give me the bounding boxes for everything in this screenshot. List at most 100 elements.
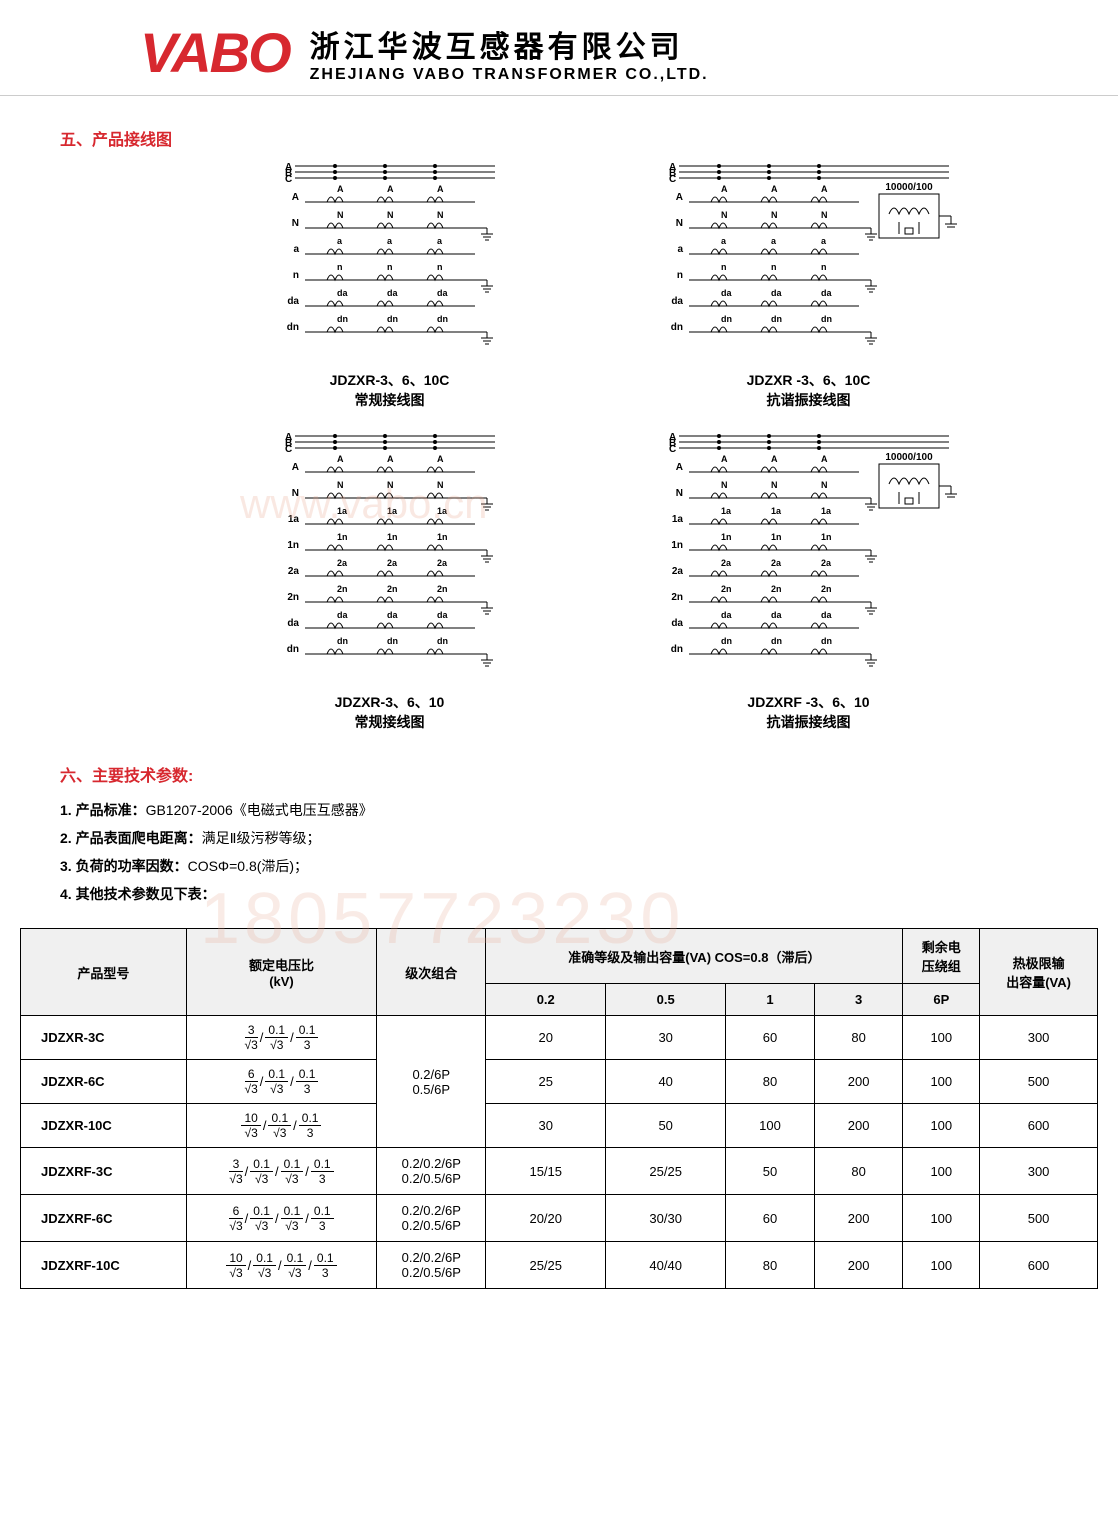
cell-val: 80	[726, 1060, 815, 1104]
cell-model: JDZXRF-3C	[21, 1148, 187, 1195]
cell-val: 600	[980, 1104, 1098, 1148]
svg-text:dn: dn	[821, 636, 832, 646]
svg-text:da: da	[671, 618, 683, 629]
svg-text:da: da	[437, 288, 448, 298]
svg-text:da: da	[721, 610, 732, 620]
section5-title: 五、产品接线图	[60, 126, 1118, 150]
svg-text:N: N	[291, 488, 298, 499]
svg-text:1n: 1n	[821, 532, 832, 542]
svg-text:N: N	[437, 210, 444, 220]
svg-text:n: n	[771, 262, 777, 272]
spec-note: 1. 产品标准：GB1207-2006《电磁式电压互感器》	[60, 796, 1058, 824]
cell-val: 40	[606, 1060, 726, 1104]
cell-val: 30	[486, 1104, 606, 1148]
svg-text:n: n	[337, 262, 343, 272]
cell-val: 20/20	[486, 1195, 606, 1242]
th-residual: 剩余电压绕组	[903, 929, 980, 984]
svg-text:dn: dn	[771, 314, 782, 324]
wiring-diagram-svg: ABCAAAANNNNaaaannnndadadadadndndndn	[275, 160, 505, 360]
cell-ratio: 10√3/0.1√3/0.1√3/0.13	[186, 1242, 377, 1289]
svg-text:2n: 2n	[821, 584, 832, 594]
th-acc-sub: 1	[726, 984, 815, 1016]
svg-text:N: N	[771, 210, 778, 220]
svg-text:n: n	[676, 270, 682, 281]
section6-title: 六、主要技术参数:	[60, 762, 1118, 786]
svg-text:n: n	[821, 262, 827, 272]
svg-text:A: A	[387, 454, 394, 464]
svg-text:2a: 2a	[287, 566, 299, 577]
cell-model: JDZXR-6C	[21, 1060, 187, 1104]
cell-val: 100	[726, 1104, 815, 1148]
svg-text:da: da	[771, 288, 782, 298]
svg-text:1a: 1a	[337, 506, 348, 516]
svg-text:da: da	[671, 296, 683, 307]
diagram-d4: ABCAAAANNNN1a1a1a1a1n1n1n1n2a2a2a2a2n2n2…	[619, 430, 998, 732]
svg-text:1a: 1a	[287, 514, 299, 525]
svg-text:N: N	[771, 480, 778, 490]
svg-text:n: n	[437, 262, 443, 272]
th-accuracy-group: 准确等级及输出容量(VA) COS=0.8（滞后）	[486, 929, 903, 984]
svg-text:N: N	[821, 210, 828, 220]
svg-text:A: A	[387, 184, 394, 194]
svg-text:1n: 1n	[437, 532, 448, 542]
svg-text:N: N	[291, 218, 298, 229]
svg-text:dn: dn	[337, 314, 348, 324]
th-thermal: 热极限输出容量(VA)	[980, 929, 1098, 1016]
cell-model: JDZXRF-6C	[21, 1195, 187, 1242]
cell-model: JDZXRF-10C	[21, 1242, 187, 1289]
company-name-en: ZHEJIANG VABO TRANSFORMER CO.,LTD.	[310, 66, 709, 84]
svg-text:da: da	[287, 296, 299, 307]
spec-note: 3. 负荷的功率因数：COSΦ=0.8(滞后)；	[60, 852, 1058, 880]
svg-text:1a: 1a	[387, 506, 398, 516]
cell-ratio: 3√3/0.1√3/0.1√3/0.13	[186, 1148, 377, 1195]
svg-text:2a: 2a	[437, 558, 448, 568]
cell-val: 100	[903, 1016, 980, 1060]
company-name-cn: 浙江华波互感器有限公司	[310, 22, 709, 66]
cell-val: 500	[980, 1195, 1098, 1242]
cell-val: 500	[980, 1060, 1098, 1104]
wiring-diagram-svg: ABCAAAANNNN1a1a1a1a1n1n1n1n2a2a2a2a2n2n2…	[275, 430, 505, 682]
svg-text:A: A	[771, 454, 778, 464]
svg-text:dn: dn	[670, 644, 682, 655]
cell-val: 600	[980, 1242, 1098, 1289]
cell-val: 300	[980, 1148, 1098, 1195]
svg-text:dn: dn	[286, 322, 298, 333]
cell-val: 50	[606, 1104, 726, 1148]
svg-text:a: a	[821, 236, 827, 246]
cell-val: 15/15	[486, 1148, 606, 1195]
cell-val: 25/25	[606, 1148, 726, 1195]
svg-text:dn: dn	[670, 322, 682, 333]
cell-val: 100	[903, 1148, 980, 1195]
cell-val: 300	[980, 1016, 1098, 1060]
table-wrap: 18057723230 产品型号 额定电压比(kV) 级次组合 准确等级及输出容…	[0, 928, 1118, 1289]
th-model: 产品型号	[21, 929, 187, 1016]
svg-text:A: A	[291, 192, 298, 203]
svg-text:10000/100: 10000/100	[885, 452, 933, 463]
svg-text:A: A	[437, 184, 444, 194]
svg-text:N: N	[675, 218, 682, 229]
svg-text:dn: dn	[387, 636, 398, 646]
svg-text:A: A	[821, 184, 828, 194]
svg-text:n: n	[387, 262, 393, 272]
cell-val: 60	[726, 1195, 815, 1242]
cell-val: 40/40	[606, 1242, 726, 1289]
svg-text:2n: 2n	[671, 592, 683, 603]
svg-text:N: N	[721, 210, 728, 220]
svg-text:n: n	[292, 270, 298, 281]
spec-note: 2. 产品表面爬电距离：满足Ⅱ级污秽等级；	[60, 824, 1058, 852]
company-block: 浙江华波互感器有限公司 ZHEJIANG VABO TRANSFORMER CO…	[290, 22, 709, 84]
cell-val: 60	[726, 1016, 815, 1060]
svg-text:A: A	[675, 192, 682, 203]
svg-text:a: a	[293, 244, 299, 255]
svg-text:2n: 2n	[337, 584, 348, 594]
svg-text:da: da	[437, 610, 448, 620]
svg-text:2n: 2n	[287, 592, 299, 603]
svg-text:a: a	[387, 236, 393, 246]
wiring-diagrams-grid: ABCAAAANNNNaaaannnndadadadadndndndnJDZXR…	[0, 160, 1118, 732]
cell-val: 200	[814, 1060, 903, 1104]
spec-note: 4. 其他技术参数见下表：	[60, 880, 1058, 908]
svg-text:A: A	[337, 454, 344, 464]
svg-text:2a: 2a	[771, 558, 782, 568]
svg-text:da: da	[337, 288, 348, 298]
diagram-caption: JDZXR -3、6、10C抗谐振接线图	[619, 371, 998, 410]
